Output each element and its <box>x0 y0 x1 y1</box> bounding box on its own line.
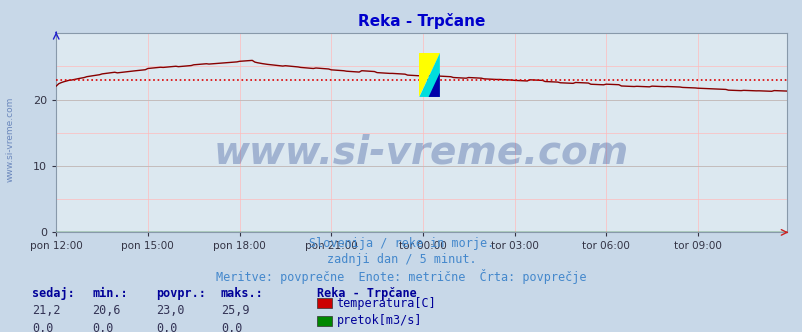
Polygon shape <box>419 53 439 97</box>
Text: min.:: min.: <box>92 287 128 300</box>
Text: www.si-vreme.com: www.si-vreme.com <box>5 97 14 182</box>
Text: sedaj:: sedaj: <box>32 287 75 300</box>
Text: 0,0: 0,0 <box>221 322 242 332</box>
Text: 0,0: 0,0 <box>32 322 54 332</box>
Text: temperatura[C]: temperatura[C] <box>336 297 435 310</box>
Title: Reka - Trpčane: Reka - Trpčane <box>358 13 484 29</box>
Text: www.si-vreme.com: www.si-vreme.com <box>213 134 629 172</box>
Text: Meritve: povprečne  Enote: metrične  Črta: povprečje: Meritve: povprečne Enote: metrične Črta:… <box>216 269 586 284</box>
Polygon shape <box>428 73 439 97</box>
Polygon shape <box>419 53 439 97</box>
Text: Reka - Trpčane: Reka - Trpčane <box>317 287 416 300</box>
Text: Slovenija / reke in morje.: Slovenija / reke in morje. <box>309 237 493 250</box>
Text: 20,6: 20,6 <box>92 304 120 317</box>
Text: 23,0: 23,0 <box>156 304 184 317</box>
Text: maks.:: maks.: <box>221 287 263 300</box>
Text: povpr.:: povpr.: <box>156 287 206 300</box>
Text: 0,0: 0,0 <box>156 322 178 332</box>
Text: zadnji dan / 5 minut.: zadnji dan / 5 minut. <box>326 253 476 266</box>
Text: 25,9: 25,9 <box>221 304 249 317</box>
Text: 0,0: 0,0 <box>92 322 114 332</box>
Text: pretok[m3/s]: pretok[m3/s] <box>336 314 421 327</box>
Text: 21,2: 21,2 <box>32 304 60 317</box>
